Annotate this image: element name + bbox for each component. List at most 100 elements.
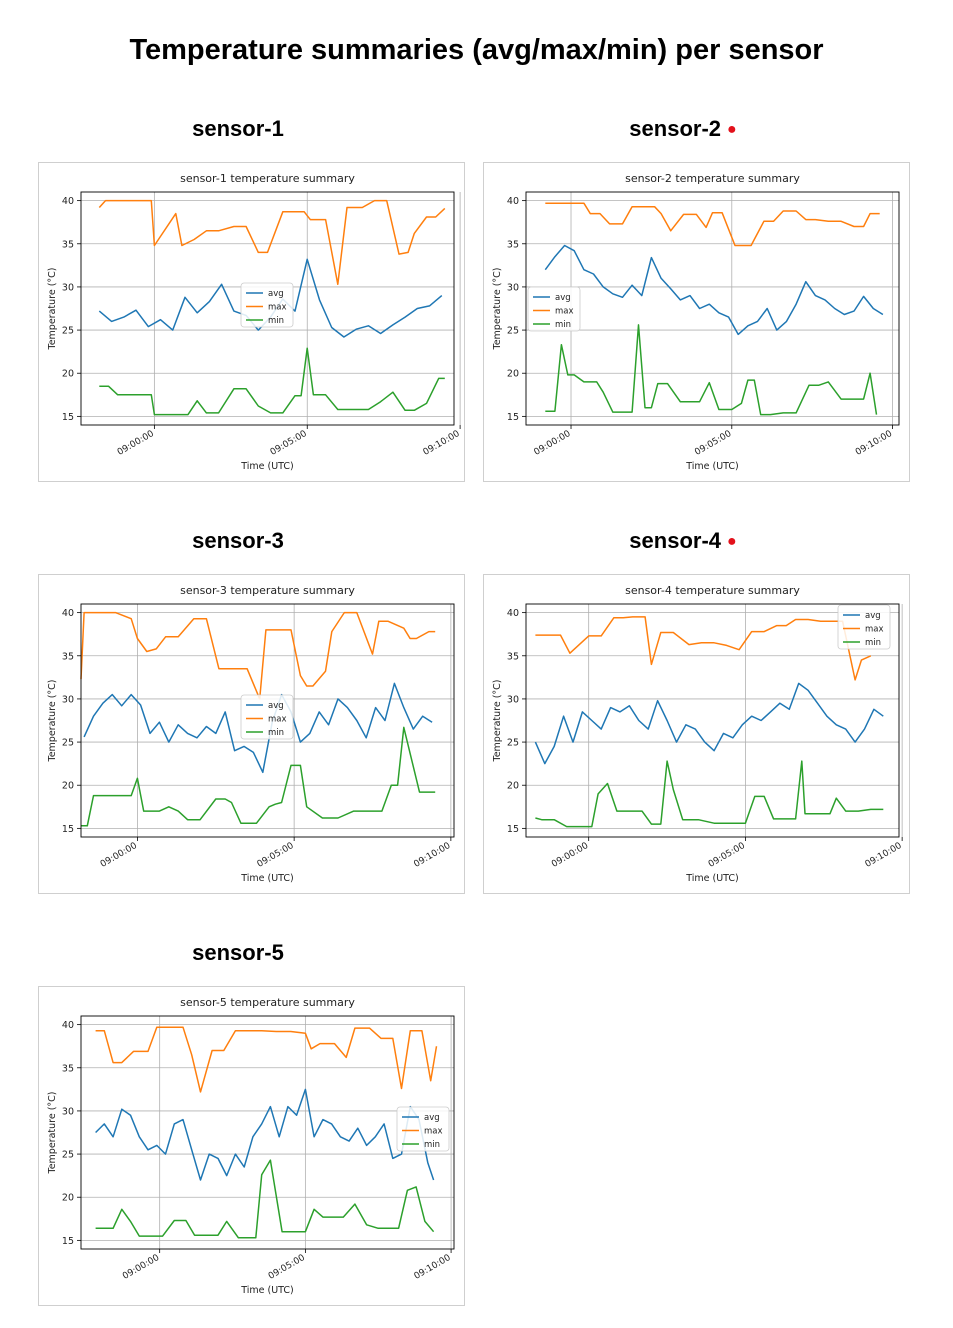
chart-frame: sensor-5 temperature summary 15 20 25 30 35 40… [38,986,465,1306]
chart-sensor-4: sensor-4 temperature summary 15 20 25 30 35 40… [484,575,909,893]
sensor-name: sensor-5 [192,940,284,965]
y-tick-label: 20 [62,1193,74,1204]
y-tick-label: 35 [507,239,519,250]
y-tick-label: 15 [62,1236,74,1247]
sensor-heading: sensor-3 [38,528,438,554]
series-line-max [545,203,879,245]
y-axis-label: Temperature (°C) [492,268,503,351]
x-axis-label: Time (UTC) [240,1285,294,1296]
x-axis-label: Time (UTC) [685,873,739,884]
x-axis-label: Time (UTC) [240,461,294,472]
legend: avg max min [241,283,293,327]
series-line-min [99,348,445,414]
legend-label-max: max [865,625,884,635]
chart-frame: sensor-2 temperature summary 15 20 25 30 35 40… [483,162,910,482]
chart-title: sensor-4 temperature summary [625,584,800,597]
x-tick-label: 09:10:00 [412,841,452,870]
chart-sensor-3: sensor-3 temperature summary152025303540… [39,575,464,893]
x-tick-label: 09:05:00 [269,429,309,458]
x-tick-label: 09:10:00 [864,841,904,870]
y-tick-label: 35 [62,1063,74,1074]
legend-label-max: max [424,1127,443,1137]
legend-label-min: min [268,728,284,738]
y-tick-label: 35 [507,651,519,662]
series-line-min [545,325,876,415]
y-tick-label: 15 [62,824,74,835]
legend-label-avg: avg [268,289,284,299]
sensor-name: sensor-1 [192,116,284,141]
y-tick-label: 40 [62,196,74,207]
legend-label-min: min [268,316,284,326]
sensor-heading: sensor-1 [38,116,438,142]
legend-label-min: min [424,1140,440,1150]
series-line-min [535,761,883,827]
legend: avg max min [241,695,293,739]
x-tick-label: 09:00:00 [116,429,156,458]
chart-frame: sensor-1 temperature summary 15 20 25 30 35 40… [38,162,465,482]
chart-frame: sensor-4 temperature summary 15 20 25 30 35 40… [483,574,910,894]
legend-label-max: max [268,303,287,313]
legend: avg max min [838,605,890,649]
series-line-avg [535,683,883,763]
y-tick-label: 20 [62,781,74,792]
x-tick-label: 09:05:00 [267,1253,307,1282]
chart-title: sensor-1 temperature summary [180,172,355,185]
sensor-heading: sensor-2 ● [483,116,883,142]
legend-label-max: max [268,715,287,725]
y-tick-label: 20 [507,369,519,380]
y-axis-label: Temperature (°C) [47,268,58,351]
y-tick-label: 40 [507,608,519,619]
x-tick-label: 09:00:00 [99,841,139,870]
x-tick-label: 09:10:00 [854,429,894,458]
y-tick-label: 15 [507,824,519,835]
legend: avg max min [397,1107,449,1151]
series-line-avg [545,246,883,335]
legend-label-max: max [555,307,574,317]
y-tick-label: 25 [507,326,519,337]
x-tick-label: 09:00:00 [121,1253,161,1282]
legend-label-avg: avg [865,611,881,621]
x-tick-label: 09:05:00 [256,841,296,870]
chart-frame: sensor-3 temperature summary 15 20 25 30 35 40… [38,574,465,894]
sensor-name: sensor-4 [629,528,721,553]
chart-title: sensor-5 temperature summary [180,996,355,1009]
y-tick-label: 30 [62,1106,74,1117]
chart-sensor-5: sensor-5 temperature summary 15 20 25 30 35 40… [39,987,464,1305]
x-tick-label: 09:00:00 [550,841,590,870]
y-tick-label: 30 [507,694,519,705]
chart-sensor-2: sensor-2 temperature summary 15 20 25 30 35 40… [484,163,909,481]
y-tick-label: 20 [507,781,519,792]
series-line-max [99,201,445,285]
series-line-max [535,617,870,680]
x-tick-label: 09:10:00 [413,1253,453,1282]
y-axis-label: Temperature (°C) [47,680,58,763]
legend: avg max min [528,287,580,331]
series-line-max [96,1027,437,1092]
legend-label-avg: avg [268,701,284,711]
x-tick-label: 09:10:00 [422,429,462,458]
y-tick-label: 15 [507,412,519,423]
series-line-avg [96,1089,434,1180]
y-axis-label: Temperature (°C) [47,1092,58,1175]
legend-label-min: min [865,638,881,648]
sensor-name: sensor-3 [192,528,284,553]
x-axis-label: Time (UTC) [240,873,294,884]
sensor-heading: sensor-4 ● [483,528,883,554]
y-tick-label: 30 [62,694,74,705]
y-tick-label: 20 [62,369,74,380]
y-tick-label: 35 [62,239,74,250]
y-axis-label: Temperature (°C) [492,680,503,763]
y-tick-label: 30 [507,282,519,293]
legend-label-avg: avg [555,293,571,303]
sensor-name: sensor-2 [629,116,721,141]
chart-title: sensor-3 temperature summary [180,584,355,597]
x-tick-label: 09:05:00 [707,841,747,870]
alert-indicator-icon: ● [727,533,737,550]
chart-sensor-1: sensor-1 temperature summary152025303540… [39,163,464,481]
y-tick-label: 25 [507,738,519,749]
y-tick-label: 25 [62,326,74,337]
page-title: Temperature summaries (avg/max/min) per … [0,34,953,67]
sensor-heading: sensor-5 [38,940,438,966]
chart-title: sensor-2 temperature summary [625,172,800,185]
x-tick-label: 09:00:00 [533,429,573,458]
